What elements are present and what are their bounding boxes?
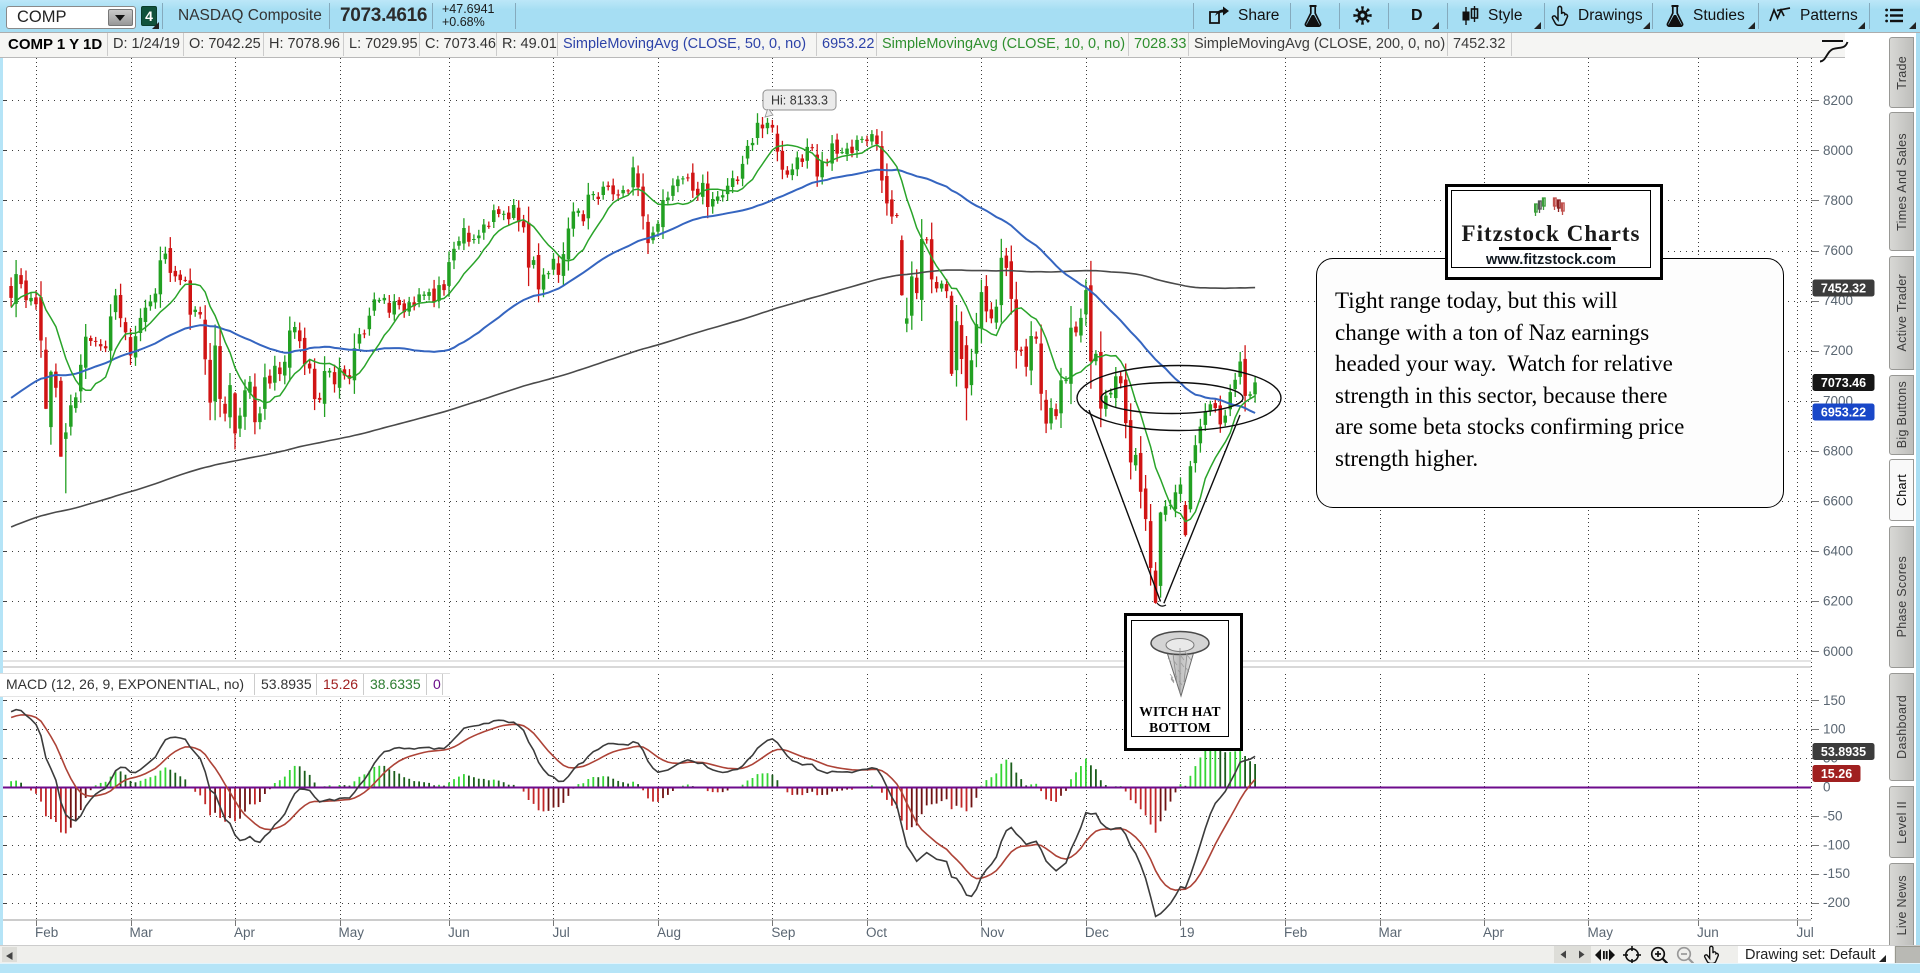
svg-text:6000: 6000 xyxy=(1823,644,1853,659)
svg-text:Aug: Aug xyxy=(657,925,681,940)
svg-text:Jun: Jun xyxy=(448,925,470,940)
svg-text:150: 150 xyxy=(1823,693,1846,708)
svg-text:7600: 7600 xyxy=(1823,243,1853,258)
svg-text:6800: 6800 xyxy=(1823,443,1853,458)
svg-text:Mar: Mar xyxy=(1379,925,1403,940)
svg-text:8000: 8000 xyxy=(1823,143,1853,158)
svg-text:Feb: Feb xyxy=(35,925,58,940)
svg-text:7400: 7400 xyxy=(1823,293,1853,308)
svg-text:May: May xyxy=(1588,925,1614,940)
svg-text:7073.46: 7073.46 xyxy=(1821,376,1866,390)
svg-text:6953.22: 6953.22 xyxy=(1821,405,1866,419)
svg-text:6600: 6600 xyxy=(1823,494,1853,509)
svg-text:-150: -150 xyxy=(1823,866,1850,881)
svg-text:Mar: Mar xyxy=(130,925,154,940)
svg-text:Feb: Feb xyxy=(1284,925,1307,940)
svg-text:Nov: Nov xyxy=(980,925,1004,940)
svg-text:-200: -200 xyxy=(1823,895,1850,910)
svg-text:7452.32: 7452.32 xyxy=(1821,281,1866,295)
svg-text:Apr: Apr xyxy=(234,925,256,940)
svg-text:7200: 7200 xyxy=(1823,343,1853,358)
svg-text:53.8935: 53.8935 xyxy=(1821,745,1866,759)
svg-text:19: 19 xyxy=(1180,925,1195,940)
svg-text:Apr: Apr xyxy=(1483,925,1505,940)
svg-text:Oct: Oct xyxy=(866,925,887,940)
svg-text:6400: 6400 xyxy=(1823,544,1853,559)
svg-text:Jul: Jul xyxy=(553,925,570,940)
svg-text:Hi: 8133.3: Hi: 8133.3 xyxy=(771,94,828,108)
svg-text:-50: -50 xyxy=(1823,808,1843,823)
svg-text:7800: 7800 xyxy=(1823,193,1853,208)
svg-text:Jun: Jun xyxy=(1697,925,1719,940)
svg-text:Jul: Jul xyxy=(1797,925,1814,940)
svg-text:May: May xyxy=(339,925,365,940)
svg-text:0: 0 xyxy=(1823,780,1831,795)
svg-text:100: 100 xyxy=(1823,722,1846,737)
svg-text:Sep: Sep xyxy=(771,925,795,940)
svg-text:-100: -100 xyxy=(1823,837,1850,852)
svg-text:Dec: Dec xyxy=(1085,925,1109,940)
svg-text:8200: 8200 xyxy=(1823,93,1853,108)
svg-text:15.26: 15.26 xyxy=(1821,767,1852,781)
svg-text:6200: 6200 xyxy=(1823,594,1853,609)
